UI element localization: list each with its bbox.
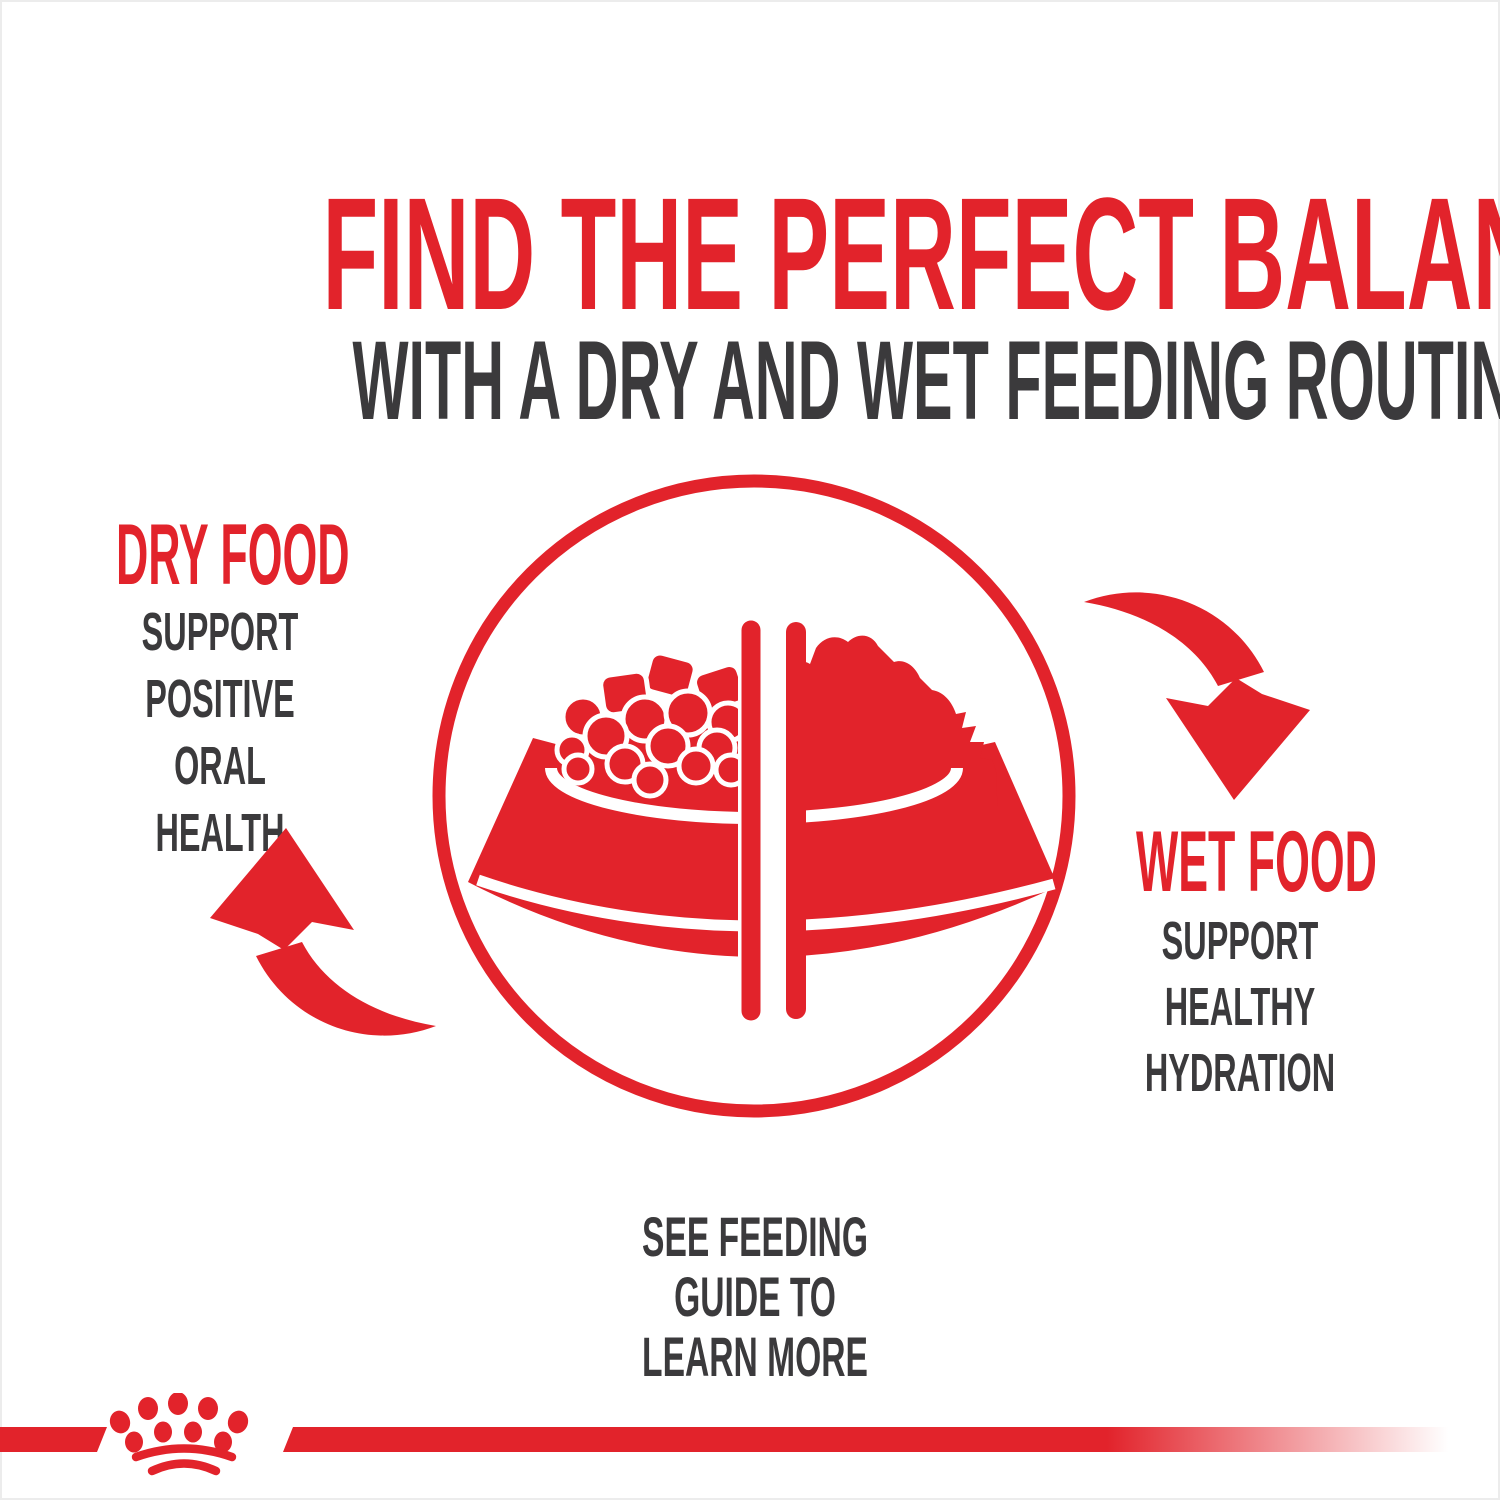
wet-desc-line: HYDRATION xyxy=(1144,1043,1336,1103)
page-subtitle: WITH A DRY AND WET FEEDING ROUTINE xyxy=(352,317,1500,443)
note-line: GUIDE TO xyxy=(674,1265,836,1328)
royal-canin-crown-logo xyxy=(109,1393,249,1476)
split-food-bowl-icon xyxy=(432,474,1076,1118)
brand-stripe-left xyxy=(0,1427,107,1452)
dry-food-description: SUPPORT POSITIVE ORAL HEALTH xyxy=(100,599,340,867)
kibble-chunks xyxy=(554,650,750,799)
feeding-guide-note: SEE FEEDING GUIDE TO LEARN MORE xyxy=(635,1207,875,1387)
curved-arrow-up-icon xyxy=(210,828,436,1036)
wet-food-description: SUPPORT HEALTHY HYDRATION xyxy=(1120,908,1360,1106)
wet-food-title: WET FOOD xyxy=(1136,814,1377,910)
curved-arrow-down-icon xyxy=(1084,592,1310,800)
dry-desc-line: SUPPORT xyxy=(141,602,299,662)
wet-desc-line: SUPPORT HEALTHY xyxy=(1161,911,1319,1037)
dry-desc-line: POSITIVE ORAL xyxy=(145,669,295,796)
note-line: SEE FEEDING xyxy=(642,1205,868,1268)
note-line: LEARN MORE xyxy=(642,1325,868,1388)
dry-desc-line: HEALTH xyxy=(155,803,285,863)
brand-stripe-main xyxy=(283,1427,1460,1452)
dry-food-title: DRY FOOD xyxy=(116,507,350,603)
wet-food-mound xyxy=(782,635,998,806)
page-title: FIND THE PERFECT BALANCE xyxy=(322,164,1500,344)
wet-food-block: WET FOOD SUPPORT HEALTHY HYDRATION xyxy=(1040,814,1440,1103)
dry-food-block: DRY FOOD SUPPORT POSITIVE ORAL HEALTH xyxy=(20,507,420,863)
